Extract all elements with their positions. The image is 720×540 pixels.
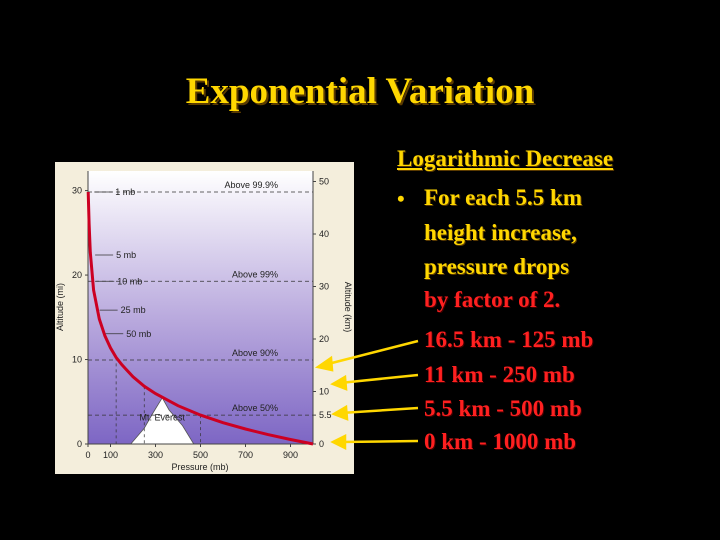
y-axis-label-right: Altitude (km) — [343, 282, 353, 333]
example-11km: 11 km - 250 mb — [424, 362, 575, 387]
x-tick-label: 500 — [193, 450, 208, 460]
pressure-curve — [86, 191, 314, 446]
y-left-tick-label: 10 — [72, 355, 82, 365]
y-right-tick-label: 10 — [319, 387, 329, 397]
y-right-tick-label: 5.5 — [319, 410, 332, 420]
altitude-pressure-chart: Above 99.9% Above 99% Above 90% Above 50% 1… — [55, 162, 354, 474]
y-left-tick-label: 30 — [72, 186, 82, 196]
arrow-16-5km — [323, 339, 419, 367]
band-label: Above 99% — [232, 269, 278, 279]
x-tick-label: 300 — [148, 450, 163, 460]
y-left-tick-label: 0 — [77, 439, 82, 449]
marker-label: 25 mb — [121, 305, 146, 315]
y-right-tick-label: 20 — [319, 334, 329, 344]
y-right-tick-label: 50 — [319, 177, 329, 187]
arrowhead-16-5km — [314, 355, 334, 372]
x-tick-label: 0 — [85, 450, 90, 460]
band-label: Above 50% — [232, 403, 278, 413]
y-axis-label-left: Altitude (mi) — [55, 283, 65, 331]
bullet-line-1: For each 5.5 km — [424, 185, 583, 210]
arrowhead-5-5km — [331, 404, 349, 421]
slide-title: Exponential Variation — [185, 71, 535, 112]
x-tick-label: 700 — [238, 450, 253, 460]
x-tick-label: 100 — [103, 450, 118, 460]
x-tick-label: 900 — [283, 450, 298, 460]
y-left-tick-label: 20 — [72, 270, 82, 280]
everest-mountain — [129, 397, 195, 445]
marker-label: 5 mb — [116, 250, 136, 260]
arrow-5-5km — [340, 406, 419, 415]
plot-area — [88, 171, 313, 444]
marker-label: 1 mb — [115, 187, 135, 197]
band-label: Above 99.9% — [224, 180, 278, 190]
arrow-0km — [339, 439, 419, 444]
bullet-dot: • — [397, 186, 405, 211]
arrowhead-0km — [330, 433, 347, 451]
arrowhead-11km — [330, 374, 348, 391]
arrow-11km — [339, 373, 419, 385]
marker-label: 10 mb — [117, 276, 142, 286]
bullet-line-4: by factor of 2. — [424, 287, 561, 312]
y-right-tick-label: 30 — [319, 282, 329, 292]
heading-logarithmic-decrease: Logarithmic Decrease — [397, 146, 614, 171]
y-right-tick-label: 40 — [319, 229, 329, 239]
y-right-tick-label: 0 — [319, 439, 324, 449]
everest-label: Mt. Everest — [139, 412, 185, 422]
marker-label: 50 mb — [126, 329, 151, 339]
x-axis-label: Pressure (mb) — [171, 462, 228, 472]
example-16-5km: 16.5 km - 125 mb — [424, 327, 594, 352]
example-0km: 0 km - 1000 mb — [424, 429, 577, 454]
bullet-line-3: pressure drops — [424, 254, 570, 279]
band-label: Above 90% — [232, 348, 278, 358]
bullet-line-2: height increase, — [424, 220, 577, 245]
example-5-5km: 5.5 km - 500 mb — [424, 396, 582, 421]
